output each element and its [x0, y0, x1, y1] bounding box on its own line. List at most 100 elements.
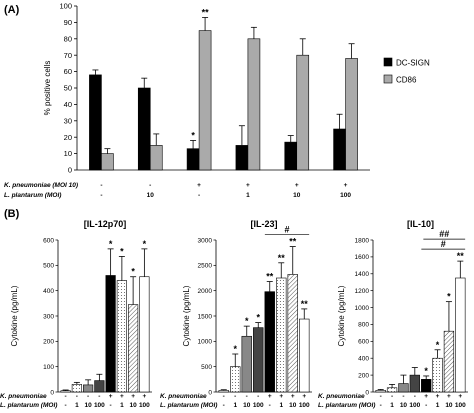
significance-marker: * [109, 239, 113, 249]
condition-value: + [344, 182, 348, 189]
condition-value: 1 [246, 192, 250, 199]
condition-row-label: K. pneumoniae (MOI 10) [4, 182, 78, 189]
legend-swatch [383, 74, 393, 84]
y-tick-label: 90 [64, 18, 72, 27]
y-tick-label: 1800 [355, 237, 370, 244]
significance-marker: ** [278, 253, 286, 263]
y-tick-label: 500 [43, 263, 54, 270]
bar [94, 380, 105, 393]
significance-marker: * [447, 292, 451, 302]
legend-swatch [383, 57, 393, 67]
condition-value: 10 [147, 192, 155, 199]
bar [60, 390, 71, 393]
condition-row-label: K. pneumoniae [160, 393, 207, 400]
condition-value: + [279, 393, 283, 400]
significance-marker: ** [301, 299, 309, 309]
condition-value: - [100, 182, 102, 189]
significance-marker: ** [457, 251, 465, 261]
legend-label: DC-SIGN [396, 59, 430, 68]
condition-value: 10 [85, 402, 93, 409]
bracket-marker: # [441, 239, 446, 249]
y-tick-label: 30 [64, 116, 72, 125]
condition-value: 100 [455, 402, 466, 409]
condition-value: 10 [243, 402, 251, 409]
condition-value: 10 [130, 402, 138, 409]
y-tick-label: 0 [208, 389, 212, 396]
condition-value: - [76, 393, 78, 400]
y-tick-label: 10 [64, 149, 72, 158]
condition-value: 10 [445, 402, 453, 409]
bar [455, 277, 466, 393]
condition-value: - [257, 393, 259, 400]
y-tick-label: 40 [64, 100, 72, 109]
y-tick-label: 0 [68, 166, 72, 175]
panel-a-label: (A) [4, 4, 20, 16]
y-axis-title: % positive cells [43, 61, 52, 116]
bar [398, 383, 409, 393]
condition-row-label: L. plantarum (MOI) [4, 192, 61, 199]
condition-value: + [291, 393, 295, 400]
significance-marker: ** [289, 237, 297, 247]
legend-label: CD86 [396, 76, 417, 85]
bar [83, 384, 94, 393]
y-tick-label: 1000 [198, 339, 213, 346]
significance-marker: * [424, 366, 428, 376]
y-tick-label: 80 [64, 34, 72, 43]
condition-value: + [109, 393, 113, 400]
condition-value: 1 [390, 402, 394, 409]
condition-value: 100 [94, 402, 105, 409]
condition-value: 100 [340, 192, 351, 199]
condition-value: 1 [120, 402, 124, 409]
condition-value: + [246, 182, 250, 189]
bar [443, 330, 455, 393]
condition-value: - [425, 402, 427, 409]
condition-value: 1 [75, 402, 79, 409]
y-tick-label: 2500 [198, 263, 213, 270]
condition-value: - [380, 402, 382, 409]
y-tick-label: 70 [64, 51, 72, 60]
bar-dc-sign [284, 141, 298, 171]
y-tick-label: 600 [358, 339, 369, 346]
significance-marker: * [233, 344, 237, 354]
bar [230, 366, 241, 393]
y-tick-label: 50 [64, 84, 72, 93]
bar-cd86 [149, 145, 163, 171]
condition-value: 1 [233, 402, 237, 409]
y-tick-label: 800 [358, 322, 369, 329]
condition-value: 100 [409, 402, 420, 409]
y-axis-title: Cytokine (pg/mL) [337, 285, 346, 346]
condition-row-label: L. plantarum (MOI) [0, 402, 57, 409]
bar [128, 304, 139, 393]
condition-value: - [391, 393, 393, 400]
y-tick-label: 500 [201, 364, 212, 371]
chart-title: [IL-12p70] [84, 219, 127, 229]
bar-cd86 [296, 54, 310, 171]
bar [375, 390, 386, 393]
condition-value: - [198, 192, 200, 199]
y-tick-label: 100 [59, 2, 72, 11]
significance-marker: * [131, 267, 135, 277]
condition-value: + [131, 393, 135, 400]
condition-value: - [149, 182, 151, 189]
bar [241, 335, 252, 393]
y-tick-label: 400 [43, 288, 54, 295]
condition-value: + [424, 393, 428, 400]
bar [287, 274, 298, 393]
y-tick-label: 60 [64, 67, 72, 76]
bar [264, 291, 275, 393]
y-tick-label: 1400 [355, 271, 370, 278]
y-tick-label: 200 [358, 372, 369, 379]
condition-value: - [402, 393, 404, 400]
significance-marker: * [256, 313, 260, 323]
condition-value: 1 [279, 402, 283, 409]
condition-value: - [100, 192, 102, 199]
condition-value: 100 [139, 402, 150, 409]
condition-value: - [65, 402, 67, 409]
condition-value: + [436, 393, 440, 400]
condition-value: 100 [253, 402, 264, 409]
condition-value: + [295, 182, 299, 189]
bar [218, 390, 229, 393]
condition-value: 1 [436, 402, 440, 409]
bar [421, 379, 432, 393]
